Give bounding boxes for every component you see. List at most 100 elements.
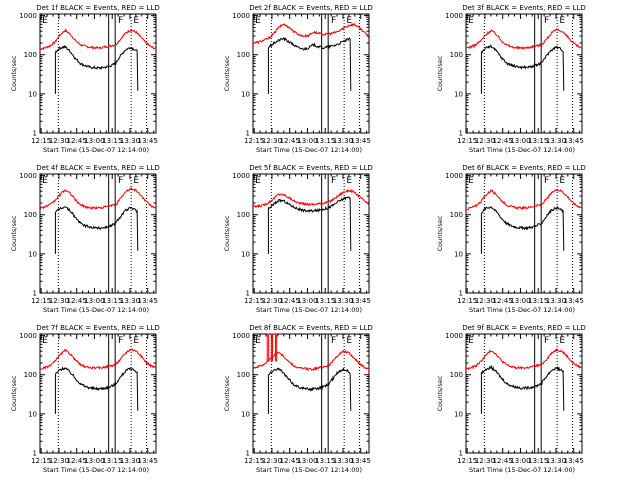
x-tick-label: 13:45 [564,137,584,145]
y-tick-label: 1 [33,450,37,458]
region-label: E [468,16,474,26]
lld-series-line [40,186,157,210]
region-label: F [331,176,336,186]
lld-series-line [252,22,370,45]
region-label: F [118,336,123,346]
y-tick-label: 10 [454,90,463,98]
region-label: E [346,336,352,346]
events-series-line [480,205,565,254]
x-tick-label: 12:15 [457,137,477,145]
x-tick-label: 13:15 [528,137,548,145]
x-axis-label: Start Time (15-Dec-07 12:14:00) [256,146,362,154]
y-axis-label: Counts/sec [10,375,18,411]
x-tick-label: 12:15 [31,297,51,305]
x-tick-label: 12:15 [457,457,477,465]
events-series-line [480,364,565,414]
region-label: E [133,176,139,186]
events-series-line [267,367,352,414]
x-tick-label: 12:30 [475,457,495,465]
region-label: E [559,16,565,26]
region-label: E [468,176,474,186]
region-label: E [255,336,261,346]
plot-frame [39,173,157,294]
x-tick-label: 13:00 [510,297,530,305]
plot-frame [252,173,370,294]
plot-frame [252,13,370,134]
x-tick-label: 13:30 [120,457,140,465]
y-tick-label: 10 [454,410,463,418]
y-tick-label: 1 [246,290,250,298]
y-tick-label: 10 [28,90,37,98]
y-axis-label: Counts/sec [436,375,444,411]
x-tick-label: 12:30 [262,457,282,465]
region-label: F [331,336,336,346]
region-label: E [133,336,139,346]
region-label: E [346,176,352,186]
y-tick-label: 100 [24,371,37,379]
x-tick-label: 12:45 [67,457,87,465]
region-label: F [544,16,549,26]
y-tick-label: 10 [241,90,250,98]
y-axis-label: Counts/sec [223,215,231,251]
x-tick-label: 13:00 [84,137,104,145]
y-tick-label: 10 [454,250,463,258]
events-series-line [54,44,139,94]
panel-title: Det 4f BLACK = Events, RED = LLD [36,164,159,172]
panel-title: Det 8f BLACK = Events, RED = LLD [249,324,372,332]
x-tick-label: 12:15 [244,137,264,145]
x-axis-label: Start Time (15-Dec-07 12:14:00) [43,306,149,314]
y-tick-label: 100 [24,51,37,59]
region-label: E [133,16,139,26]
y-tick-label: 100 [24,211,37,219]
y-tick-label: 10 [28,410,37,418]
detector-panel: Det 9f BLACK = Events, RED = LLD 1 10 100 10… [436,324,586,474]
y-tick-label: 1 [459,130,463,138]
region-label: E [346,16,352,26]
y-tick-label: 1 [33,130,37,138]
x-tick-label: 13:30 [546,457,566,465]
y-tick-label: 100 [237,211,250,219]
x-tick-label: 13:30 [546,297,566,305]
events-series-line [267,196,352,254]
region-label: E [255,16,261,26]
y-tick-label: 1000 [19,12,37,20]
x-tick-label: 13:45 [138,137,158,145]
x-tick-label: 12:15 [244,457,264,465]
events-series-line [54,366,139,414]
x-tick-label: 12:30 [49,137,69,145]
y-tick-label: 1 [246,450,250,458]
plot-frame [39,13,157,134]
panel-title: Det 1f BLACK = Events, RED = LLD [36,4,159,12]
y-tick-label: 1000 [445,172,463,180]
y-tick-label: 1 [33,290,37,298]
region-label: E [468,336,474,346]
plot-frame [39,333,157,454]
y-axis-label: Counts/sec [10,215,18,251]
lld-series-line [465,347,583,371]
detector-panel: Det 6f BLACK = Events, RED = LLD 1 10 100 10… [436,164,586,314]
x-axis-label: Start Time (15-Dec-07 12:14:00) [43,146,149,154]
x-tick-label: 13:30 [333,137,353,145]
x-tick-label: 13:15 [102,297,122,305]
x-tick-label: 13:45 [351,457,371,465]
x-tick-label: 13:45 [564,457,584,465]
x-tick-label: 13:15 [315,457,335,465]
panel-title: Det 9f BLACK = Events, RED = LLD [462,324,585,332]
y-tick-label: 1000 [445,12,463,20]
lld-spike [274,333,278,362]
y-tick-label: 100 [450,371,463,379]
y-axis-label: Counts/sec [223,375,231,411]
detector-panel: Det 1f BLACK = Events, RED = LLD 1 10 100 10… [10,4,160,154]
panel-title: Det 7f BLACK = Events, RED = LLD [36,324,159,332]
events-series-line [480,43,565,94]
y-tick-label: 1000 [232,12,250,20]
detector-panel: Det 5f BLACK = Events, RED = LLD 1 10 100 10… [223,164,373,314]
panel-title: Det 2f BLACK = Events, RED = LLD [249,4,372,12]
panel-title: Det 3f BLACK = Events, RED = LLD [462,4,585,12]
y-axis-label: Counts/sec [436,55,444,91]
lld-spike [266,333,270,362]
region-label: F [118,16,123,26]
x-tick-label: 13:45 [138,457,158,465]
x-tick-label: 13:00 [84,297,104,305]
y-tick-label: 1000 [232,332,250,340]
